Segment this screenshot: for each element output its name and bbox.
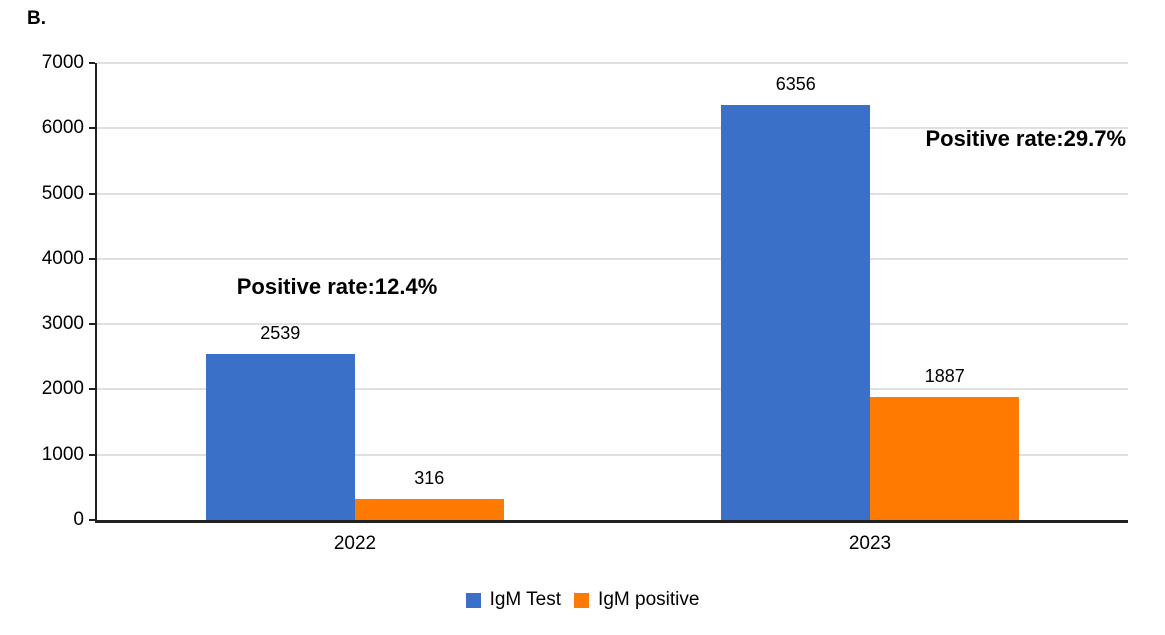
- bar-igm-test-2023: [721, 105, 871, 520]
- x-tick-2022: 2022: [333, 533, 377, 554]
- y-tick-mark: [89, 192, 95, 195]
- bar-igm-test-2022: [205, 354, 355, 520]
- legend-label-igm-test: IgM Test: [489, 589, 562, 610]
- y-tick-label: 6000: [41, 117, 84, 139]
- y-tick-mark: [89, 323, 95, 326]
- x-tick-2023: 2023: [848, 533, 892, 554]
- gridline: [97, 127, 1128, 130]
- gridline: [97, 257, 1128, 260]
- plot-area: Positive rate:12.4% Positive rate:29.7% …: [95, 62, 1128, 523]
- y-tick-label: 7000: [41, 52, 84, 73]
- value-label-igm-positive-2022: 316: [414, 468, 445, 489]
- value-label-igm-test-2023: 6356: [775, 74, 816, 95]
- gridline: [97, 62, 1128, 64]
- y-tick-label: 4000: [41, 247, 84, 269]
- value-label-igm-test-2022: 2539: [260, 323, 301, 344]
- legend-label-igm-positive: IgM positive: [598, 589, 700, 610]
- annotation-positive-rate-2022: Positive rate:12.4%: [236, 274, 438, 299]
- y-tick-mark: [89, 519, 95, 521]
- y-tick-mark: [89, 453, 95, 456]
- y-tick-label: 1000: [41, 443, 84, 465]
- annotation-positive-rate-2023: Positive rate:29.7%: [925, 126, 1126, 151]
- y-tick-label: 0: [73, 509, 84, 530]
- y-tick-label: 3000: [41, 313, 84, 335]
- y-tick-label: 5000: [41, 182, 84, 204]
- y-tick-label: 2000: [41, 378, 84, 400]
- bar-igm-positive-2022: [354, 499, 504, 520]
- gridline: [97, 388, 1128, 391]
- y-tick-mark: [89, 62, 95, 64]
- value-label-igm-positive-2023: 1887: [924, 365, 965, 386]
- y-tick-mark: [89, 388, 95, 391]
- gridline: [97, 192, 1128, 195]
- legend: IgM Test IgM positive: [0, 589, 1165, 611]
- y-tick-mark: [89, 127, 95, 130]
- legend-swatch-igm-positive: [574, 592, 590, 608]
- figure-label: B.: [27, 8, 46, 29]
- bar-igm-positive-2023: [870, 396, 1020, 520]
- gridline: [97, 453, 1128, 456]
- legend-swatch-igm-test: [465, 592, 481, 608]
- y-tick-mark: [89, 257, 95, 260]
- gridline: [97, 323, 1128, 326]
